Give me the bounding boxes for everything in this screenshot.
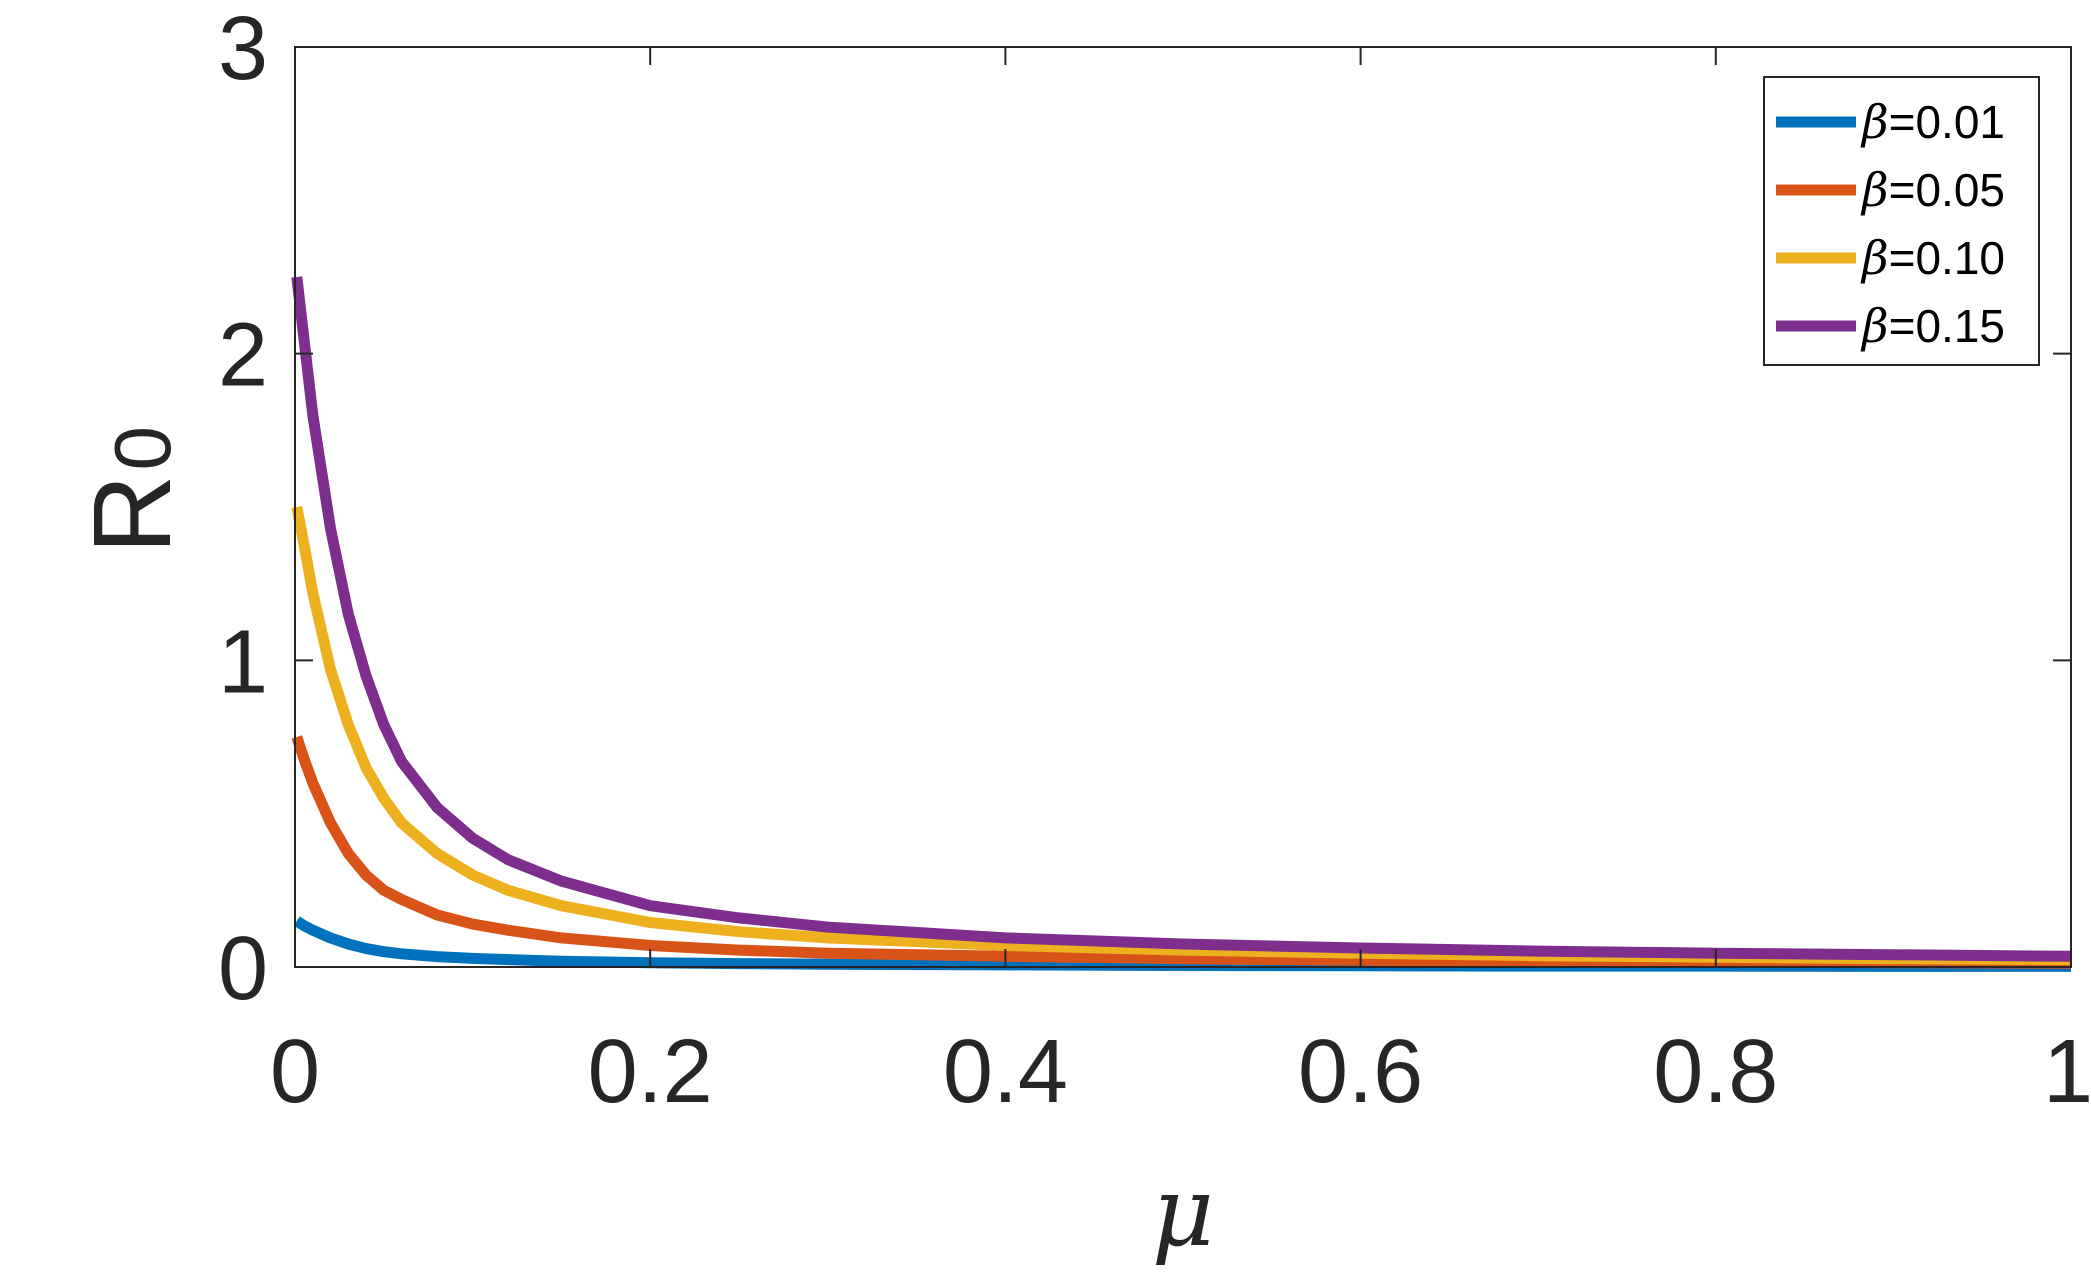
x-tick-label-0: 0 <box>270 1022 320 1122</box>
y-axis-label-main: R <box>71 475 194 554</box>
x-tick-label-4: 0.8 <box>1653 1022 1778 1122</box>
legend-value-2: =0.05 <box>1889 164 2005 216</box>
legend-beta-symbol-2: β <box>1860 163 1889 217</box>
plot-frame <box>294 46 2072 968</box>
legend-beta-symbol-1: β <box>1860 95 1889 149</box>
x-tick-label-3: 0.6 <box>1298 1022 1423 1122</box>
series-line-2 <box>291 735 2072 969</box>
y-tick-label-0: 0 <box>218 919 268 1019</box>
tick-marks <box>294 46 2072 968</box>
x-tick-label-5: 1 <box>2043 1022 2091 1122</box>
x-tick-label-1: 0.2 <box>588 1022 713 1122</box>
y-axis-label-subscript: 0 <box>98 426 187 471</box>
series-layer <box>291 276 2072 972</box>
legend-label-2: β=0.05 <box>1860 163 2005 217</box>
legend-value-1: =0.01 <box>1889 96 2005 148</box>
legend-value-3: =0.10 <box>1889 232 2005 284</box>
y-tick-label-3: 3 <box>218 0 268 99</box>
x-axis-label: μ <box>1152 1156 1214 1268</box>
legend-value-4: =0.15 <box>1889 300 2005 352</box>
y-tick-labels: 0 1 2 3 <box>218 0 268 1019</box>
y-axis-label: R0 <box>71 426 194 554</box>
x-tick-label-2: 0.4 <box>943 1022 1068 1122</box>
legend-label-1: β=0.01 <box>1860 95 2005 149</box>
series-line-4 <box>291 276 2072 962</box>
legend-beta-symbol-4: β <box>1860 299 1889 353</box>
x-tick-labels: 0 0.2 0.4 0.6 0.8 1 <box>270 1022 2091 1122</box>
legend-label-3: β=0.10 <box>1860 231 2005 285</box>
y-tick-label-1: 1 <box>218 612 268 712</box>
legend-beta-symbol-3: β <box>1860 231 1889 285</box>
svg-text:R0: R0 <box>71 426 194 554</box>
legend: β=0.01β=0.05β=0.10β=0.15 <box>1763 76 2040 366</box>
y-tick-label-2: 2 <box>218 306 268 406</box>
legend-label-4: β=0.15 <box>1860 299 2005 353</box>
